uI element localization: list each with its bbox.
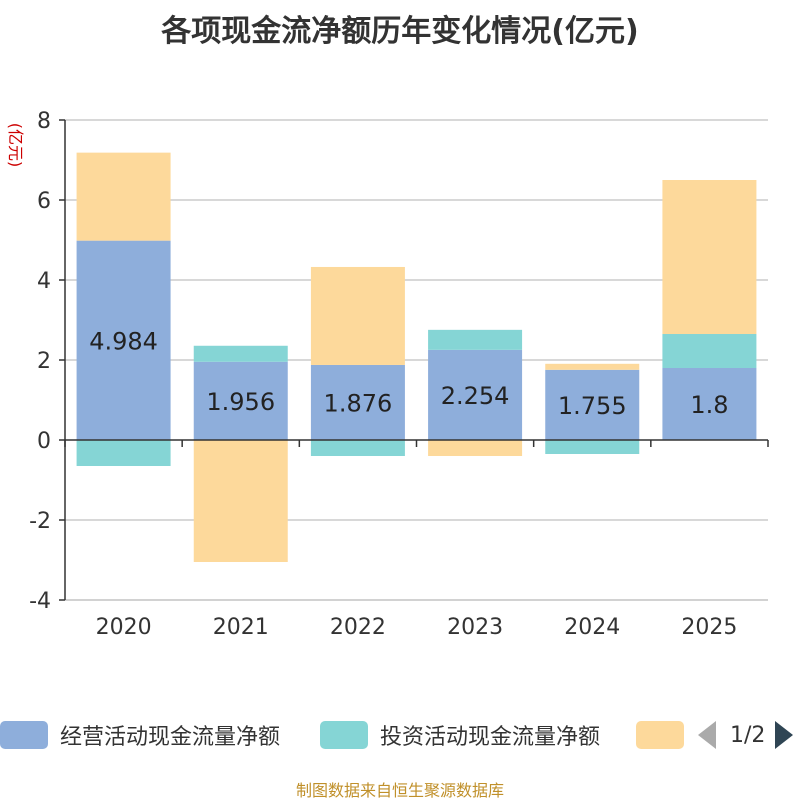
bar-series0-2024[interactable] <box>545 369 640 440</box>
legend-item-financing[interactable] <box>636 718 696 752</box>
labels: -4 -2 0 2 4 6 8 4.984 2020 1.956 2021 1.876 2022 2.25… <box>29 109 737 640</box>
legend-pager: 1/2 <box>698 718 794 752</box>
y-tick-label: 8 <box>37 109 51 134</box>
bar-series2-2024[interactable] <box>545 363 640 370</box>
y-tick-label: 2 <box>37 349 51 374</box>
legend-swatch-investing <box>320 721 368 749</box>
bar-series2-2020[interactable] <box>76 152 171 241</box>
x-tick-label: 2021 <box>213 615 269 640</box>
bar-series0-2025[interactable] <box>662 368 757 440</box>
bar-series1-2022[interactable] <box>310 440 405 456</box>
legend-swatch-operating <box>0 721 48 749</box>
bar-value-label: 1.876 <box>324 389 393 417</box>
x-tick-label: 2025 <box>681 615 737 640</box>
x-tick-label: 2024 <box>564 615 620 640</box>
legend: 经营活动现金流量净额 投资活动现金流量净额 1/2 <box>0 712 800 758</box>
bar-value-label: 1.755 <box>558 392 627 420</box>
bar-series0-2023[interactable] <box>428 349 523 440</box>
y-tick-label: 4 <box>37 269 51 294</box>
y-tick-label: 0 <box>37 429 51 454</box>
bar-series1-2025[interactable] <box>662 334 757 368</box>
y-tick-label: 6 <box>37 189 51 214</box>
chart-title: 各项现金流净额历年变化情况(亿元) <box>161 14 639 49</box>
bar-value-label: 1.8 <box>690 391 728 419</box>
bar-value-label: 2.254 <box>441 382 510 410</box>
bar-value-label: 4.984 <box>89 327 158 355</box>
bar-series2-2023[interactable] <box>428 440 523 456</box>
bar-series2-2021[interactable] <box>193 440 288 562</box>
legend-label-investing: 投资活动现金流量净额 <box>380 725 601 750</box>
y-tick-label: -2 <box>29 509 51 534</box>
legend-next-arrow-icon[interactable] <box>775 721 794 749</box>
bar-series0-2022[interactable] <box>310 364 405 440</box>
legend-prev-arrow-icon[interactable] <box>698 721 716 749</box>
x-tick-label: 2020 <box>96 615 152 640</box>
legend-swatch-financing <box>636 721 684 749</box>
bar-series0-2020[interactable] <box>76 240 171 440</box>
x-tick-label: 2023 <box>447 615 503 640</box>
bar-series2-2025[interactable] <box>662 180 757 334</box>
legend-item-investing[interactable]: 投资活动现金流量净额 <box>320 718 600 752</box>
legend-item-operating[interactable]: 经营活动现金流量净额 <box>0 718 280 752</box>
legend-label-operating: 经营活动现金流量净额 <box>60 725 281 750</box>
y-tick-label: -4 <box>29 589 51 614</box>
bar-series1-2023[interactable] <box>428 329 523 350</box>
grid-lines <box>65 119 768 601</box>
bar-series1-2020[interactable] <box>76 440 171 466</box>
axes <box>59 119 769 601</box>
bar-series1-2021[interactable] <box>193 345 288 362</box>
x-tick-label: 2022 <box>330 615 386 640</box>
bar-series0-2021[interactable] <box>193 361 288 440</box>
y-axis-label: (亿元) <box>6 123 25 168</box>
bars <box>76 152 757 562</box>
legend-page-indicator: 1/2 <box>730 722 766 748</box>
bar-series2-2022[interactable] <box>310 266 405 365</box>
bar-value-label: 1.956 <box>206 388 275 416</box>
bar-series1-2024[interactable] <box>545 440 640 454</box>
data-source-note: 制图数据来自恒生聚源数据库 <box>295 781 504 800</box>
